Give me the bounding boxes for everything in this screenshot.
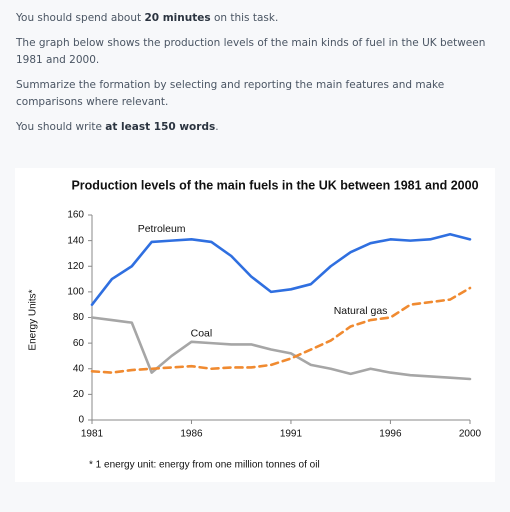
paragraph: You should spend about 20 minutes on thi… [16,10,496,27]
paragraph: The graph below shows the production lev… [16,35,496,69]
y-tick-label: 120 [67,261,84,272]
chart-title: Production levels of the main fuels in t… [71,178,478,192]
x-tick-label: 1981 [81,429,104,440]
text: . [215,121,219,133]
y-tick-label: 140 [67,235,84,246]
series-label: Coal [191,327,213,339]
bold-text: at least 150 words [105,121,216,133]
series-line [90,286,472,374]
footnote: * 1 energy unit: energy from one million… [89,460,320,471]
series-line [90,316,472,381]
y-tick-label: 40 [73,363,85,374]
series-line [90,232,472,306]
text: You should write [16,121,106,133]
paragraph: Summarize the formation by selecting and… [16,77,496,111]
text: Summarize the formation by selecting and… [16,79,445,108]
text: The graph below shows the production lev… [16,37,486,66]
x-tick-label: 1991 [280,429,303,440]
x-tick-label: 2000 [459,429,482,440]
series-label: Natural gas [334,305,388,317]
y-tick-label: 0 [78,415,84,426]
x-tick-label: 1996 [379,429,402,440]
text: You should spend about [16,12,145,24]
y-tick-label: 20 [73,389,85,400]
series-label: Petroleum [138,223,186,235]
y-tick-label: 60 [73,338,85,349]
chart: Production levels of the main fuels in t… [28,178,482,471]
paragraph: You should write at least 150 words. [16,119,496,136]
y-tick-label: 160 [67,210,84,221]
bold-text: 20 minutes [144,12,211,24]
y-tick-label: 100 [67,287,84,298]
text: on this task. [210,12,279,24]
chart-panel: Production levels of the main fuels in t… [15,168,495,482]
y-tick-label: 80 [73,312,85,323]
y-axis-label: Energy Units* [28,289,39,350]
x-tick-label: 1986 [180,429,203,440]
instructions: You should spend about 20 minutes on thi… [16,10,496,144]
